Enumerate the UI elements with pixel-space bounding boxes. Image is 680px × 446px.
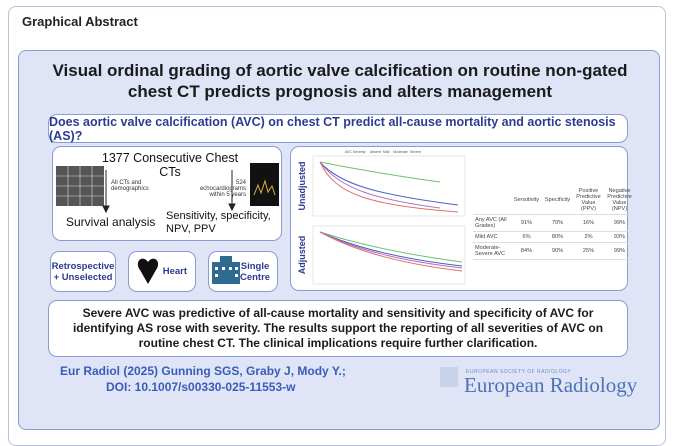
cell: 16% — [573, 214, 604, 232]
column-header: Specificity — [542, 186, 573, 215]
cell: 6% — [511, 231, 542, 243]
feature-box: Retrospective + Unselected — [50, 251, 116, 292]
cell: 99% — [604, 214, 635, 232]
journal-name: European Radiology — [464, 373, 638, 397]
table-row: Moderate-Severe AVC 84% 90% 25% 99% — [473, 242, 635, 260]
row-label: Mild AVC — [473, 231, 511, 243]
question: Does aortic valve calcification (AVC) on… — [48, 114, 628, 143]
feature-box: Heart — [128, 251, 196, 292]
cell: 25% — [573, 242, 604, 260]
row-label: Any AVC (All Grades) — [473, 214, 511, 232]
cell: 90% — [542, 242, 573, 260]
cell: 93% — [604, 231, 635, 243]
column-header: Negative Predictive Value (NPV) — [604, 186, 635, 215]
table-row: Any AVC (All Grades) 91% 70% 16% 99% — [473, 214, 635, 232]
feature: Retrospective + Unselected — [51, 260, 115, 283]
cell: 99% — [604, 242, 635, 260]
cell: 84% — [511, 242, 542, 260]
results-table-wrap: Sensitivity Specificity Positive Predictiv… — [473, 186, 635, 260]
feature: Heart — [162, 266, 187, 277]
cell: 70% — [542, 214, 573, 232]
results-table: Sensitivity Specificity Positive Predictiv… — [473, 186, 635, 260]
abstract-title: Visual ordinal grading of aortic valve c… — [52, 61, 628, 101]
left-outcome: Survival analysis — [66, 215, 156, 229]
feature: Single Centre — [239, 260, 271, 283]
cell: 91% — [511, 214, 542, 232]
citation: Eur Radiol (2025) Gunning SGS, Graby J, … — [60, 364, 346, 378]
cohort: 1377 Consecutive Chest CTs — [101, 151, 239, 179]
right-outcome: Sensitivity, specificity, NPV, PPV — [166, 210, 271, 235]
table-row: Mild AVC 6% 80% 2% 93% — [473, 231, 635, 243]
header-row: Sensitivity Specificity Positive Predictiv… — [473, 186, 635, 215]
right-branch: 524 echocardiograms within 5 years — [199, 180, 246, 198]
corner-cell — [473, 186, 511, 215]
left-branch: All CTs and demographics — [111, 180, 149, 192]
cell: 2% — [573, 231, 604, 243]
column-header: Sensitivity — [511, 186, 542, 215]
conclusion: Severe AVC was predictive of all-cause m… — [48, 300, 628, 357]
cell: 80% — [542, 231, 573, 243]
feature-box: Single Centre — [208, 251, 278, 292]
column-header: Positive Predictive Value (PPV) — [573, 186, 604, 215]
society: EUROPEAN SOCIETY OF RADIOLOGY — [466, 369, 572, 375]
header-title: Graphical Abstract — [22, 14, 138, 29]
page: Graphical Abstract Visual ordinal gradin… — [8, 6, 666, 446]
row-label: Moderate-Severe AVC — [473, 242, 511, 260]
citation: DOI: 10.1007/s00330-025-11553-w — [106, 380, 296, 394]
